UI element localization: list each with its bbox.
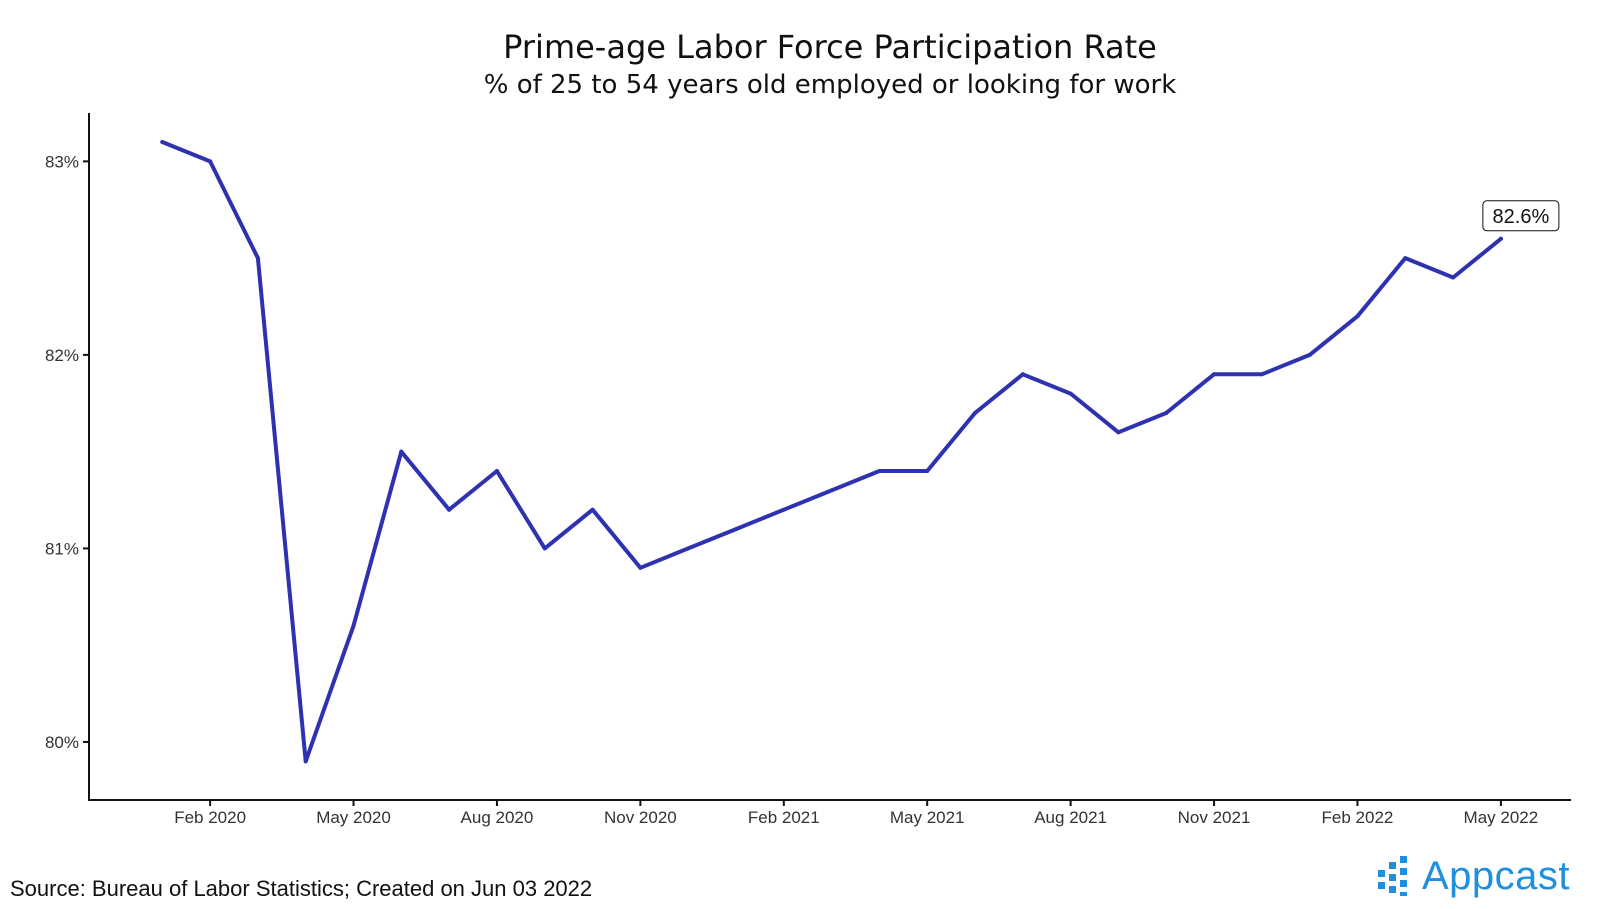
data-point xyxy=(1259,372,1264,377)
data-point xyxy=(1020,372,1025,377)
x-tick-label: May 2021 xyxy=(890,808,965,827)
x-tick-label: Nov 2020 xyxy=(604,808,677,827)
x-tick-label: Aug 2020 xyxy=(461,808,534,827)
data-point xyxy=(1498,236,1503,241)
data-point xyxy=(160,140,165,145)
y-tick-label: 82% xyxy=(45,346,79,365)
data-point xyxy=(686,546,691,551)
x-tick-label: May 2022 xyxy=(1464,808,1539,827)
y-tick-label: 83% xyxy=(45,152,79,171)
data-point xyxy=(1068,391,1073,396)
appcast-logo-text: Appcast xyxy=(1422,853,1571,898)
end-label-box xyxy=(1482,200,1560,232)
y-ticks: 80% 81% 82% 83% xyxy=(45,152,89,752)
y-tick-label: 81% xyxy=(45,539,79,558)
y-tick-label: 80% xyxy=(45,733,79,752)
data-point xyxy=(303,759,308,764)
end-value-label: 82.6% xyxy=(1482,200,1560,232)
chart-title: Prime-age Labor Force Participation Rate xyxy=(503,28,1157,66)
data-point xyxy=(590,507,595,512)
data-point xyxy=(351,623,356,628)
x-ticks: Feb 2020 May 2020 Aug 2020 Nov 2020 Feb 2021… xyxy=(174,800,1538,827)
data-point xyxy=(1355,314,1360,319)
data-point xyxy=(1116,430,1121,435)
series-line xyxy=(160,140,1503,764)
data-point xyxy=(973,410,978,415)
data-point xyxy=(1403,256,1408,261)
data-point xyxy=(208,159,213,164)
x-tick-label: Nov 2021 xyxy=(1178,808,1251,827)
end-label-text: 82.6% xyxy=(1493,206,1550,228)
chart-subtitle: % of 25 to 54 years old employed or look… xyxy=(483,70,1177,100)
data-point xyxy=(733,527,738,532)
data-point xyxy=(447,507,452,512)
appcast-logo-icon xyxy=(1378,856,1414,896)
x-tick-label: Aug 2021 xyxy=(1034,808,1107,827)
data-point xyxy=(494,469,499,474)
x-tick-label: Feb 2020 xyxy=(174,808,246,827)
data-point xyxy=(781,507,786,512)
data-point xyxy=(638,565,643,570)
x-tick-label: Feb 2022 xyxy=(1322,808,1394,827)
data-point xyxy=(925,469,930,474)
data-point xyxy=(1164,410,1169,415)
data-point xyxy=(255,256,260,261)
x-tick-label: Feb 2021 xyxy=(748,808,820,827)
data-point xyxy=(399,449,404,454)
data-point xyxy=(542,546,547,551)
data-point xyxy=(1307,352,1312,357)
appcast-logo: Appcast xyxy=(1378,852,1570,900)
axes xyxy=(88,113,1571,801)
data-point xyxy=(1451,275,1456,280)
data-point xyxy=(1212,372,1217,377)
x-tick-label: May 2020 xyxy=(316,808,391,827)
data-point xyxy=(829,488,834,493)
series-points xyxy=(160,140,1503,764)
data-point xyxy=(877,469,882,474)
source-note: Source: Bureau of Labor Statistics; Crea… xyxy=(10,876,593,901)
